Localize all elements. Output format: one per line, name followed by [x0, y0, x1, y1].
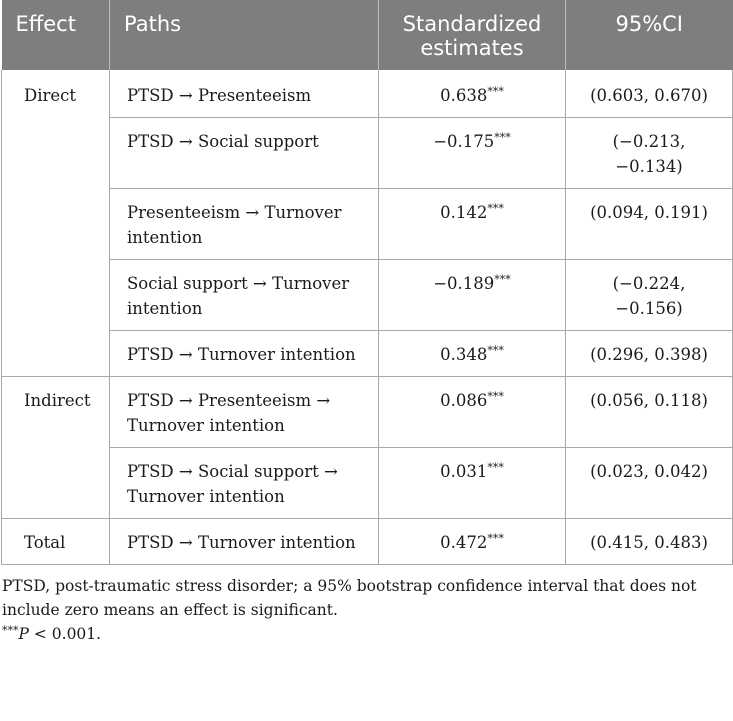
ci-cell: (0.603, 0.670) [565, 70, 733, 118]
footnote-p-value: ***P < 0.001. [2, 622, 727, 646]
estimate-value: 0.472 [440, 533, 488, 552]
table-row: Social support → Turnover intention −0.1… [2, 259, 733, 331]
effect-cell-total: Total [1, 518, 110, 565]
ci-upper: −0.134) [615, 157, 683, 176]
path-cell: PTSD → Social support [109, 117, 379, 189]
estimate-cell: −0.189*** [378, 259, 566, 331]
effect-cell-direct: Direct [1, 70, 110, 377]
path-cell: PTSD → Presenteeism → Turnover intention [109, 376, 379, 448]
table-row: PTSD → Social support → Turnover intenti… [2, 447, 733, 519]
estimate-cell: 0.142*** [378, 188, 566, 260]
significance-marker: *** [487, 202, 504, 215]
ci-upper: −0.156) [615, 299, 683, 318]
header-paths: Paths [109, 0, 379, 70]
significance-marker: *** [494, 273, 511, 286]
table-row: Indirect PTSD → Presenteeism → Turnover … [1, 376, 733, 519]
effect-cell-indirect: Indirect [1, 376, 110, 519]
significance-marker: *** [487, 461, 504, 474]
footnote-p-threshold: < 0.001. [28, 625, 102, 643]
estimate-cell: 0.638*** [378, 70, 566, 118]
estimate-value: 0.348 [440, 345, 488, 364]
estimate-value: 0.142 [440, 203, 488, 222]
ci-cell: (−0.213, −0.134) [565, 117, 733, 189]
estimate-cell: 0.031*** [378, 447, 566, 519]
path-cell: PTSD → Presenteeism [109, 70, 379, 118]
table-row: PTSD → Turnover intention 0.348*** (0.29… [2, 330, 733, 377]
table-footnote: PTSD, post-traumatic stress disorder; a … [2, 574, 727, 646]
footnote-significance-marker: *** [2, 624, 19, 637]
estimate-cell: −0.175*** [378, 117, 566, 189]
estimate-cell: 0.086*** [378, 376, 566, 448]
path-cell: PTSD → Turnover intention [109, 518, 379, 565]
table-row: Presenteeism → Turnover intention 0.142*… [2, 188, 733, 260]
path-cell: PTSD → Turnover intention [109, 330, 379, 377]
ci-lower: (−0.224, [612, 274, 686, 293]
estimate-value: −0.189 [433, 274, 495, 293]
ci-cell: (−0.224, −0.156) [565, 259, 733, 331]
significance-marker: *** [487, 85, 504, 98]
estimate-cell: 0.348*** [378, 330, 566, 377]
significance-marker: *** [494, 131, 511, 144]
path-cell: PTSD → Social support → Turnover intenti… [109, 447, 379, 519]
ci-cell: (0.023, 0.042) [565, 447, 733, 519]
path-cell: Social support → Turnover intention [109, 259, 379, 331]
estimate-value: 0.031 [440, 462, 488, 481]
estimate-value: 0.086 [440, 391, 488, 410]
table-header-row: Effect Paths Standardized estimates 95%C… [1, 0, 733, 70]
table-row: Total PTSD → Turnover intention 0.472***… [1, 518, 733, 565]
path-cell: Presenteeism → Turnover intention [109, 188, 379, 260]
table-row: Direct PTSD → Presenteeism 0.638*** (0.6… [1, 70, 733, 377]
header-effect: Effect [1, 0, 110, 70]
ci-cell: (0.296, 0.398) [565, 330, 733, 377]
estimate-value: −0.175 [433, 132, 495, 151]
significance-marker: *** [487, 390, 504, 403]
ci-cell: (0.415, 0.483) [565, 518, 733, 565]
ci-cell: (0.094, 0.191) [565, 188, 733, 260]
footnote-abbreviations: PTSD, post-traumatic stress disorder; a … [2, 577, 697, 619]
header-95-ci: 95%CI [565, 0, 733, 70]
footnote-p-variable: P [18, 625, 29, 643]
results-table-figure: Effect Paths Standardized estimates 95%C… [1, 0, 733, 646]
header-standardized-estimates: Standardized estimates [378, 0, 566, 70]
estimate-cell: 0.472*** [378, 518, 566, 565]
significance-marker: *** [487, 532, 504, 545]
table-row: PTSD → Social support −0.175*** (−0.213,… [2, 117, 733, 189]
significance-marker: *** [487, 344, 504, 357]
estimate-value: 0.638 [440, 86, 488, 105]
ci-cell: (0.056, 0.118) [565, 376, 733, 448]
ci-lower: (−0.213, [612, 132, 686, 151]
path-analysis-table: Effect Paths Standardized estimates 95%C… [1, 0, 733, 565]
